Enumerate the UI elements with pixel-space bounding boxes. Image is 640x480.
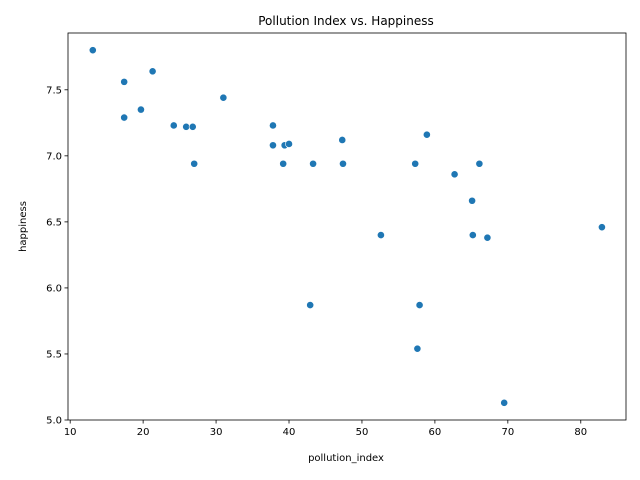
data-point [339,159,347,168]
x-tick-label: 70 [501,427,514,438]
data-point [190,159,199,168]
data-point [269,141,277,150]
y-tick-label: 7.0 [46,151,62,162]
data-point [377,231,385,239]
data-point [169,121,178,130]
y-axis-label: happiness [18,201,29,252]
data-point [188,122,197,131]
x-tick-label: 80 [574,427,587,438]
data-point [219,93,228,102]
data-point [468,196,476,205]
x-tick-label: 50 [356,427,369,438]
data-point [148,67,157,76]
data-point [137,105,145,114]
data-point [306,301,315,309]
data-point [120,113,129,122]
x-axis-label: pollution_index [308,453,384,464]
y-tick-label: 6.0 [46,283,62,294]
data-point [500,398,509,407]
y-tick-label: 6.5 [46,217,62,228]
data-point [598,223,606,232]
y-tick-label: 7.5 [46,85,62,96]
data-point [483,233,492,242]
data-point [309,159,317,168]
chart-title: Pollution Index vs. Happiness [258,14,434,28]
data-point [120,77,129,86]
y-tick-label: 5.5 [46,349,62,360]
data-point [413,344,422,353]
data-point [415,301,424,309]
data-point [285,140,293,148]
x-tick-label: 30 [210,427,223,438]
x-tick-label: 60 [429,427,442,438]
data-point [279,159,288,168]
data-point [182,122,191,131]
data-point [269,121,277,130]
x-tick-label: 20 [137,427,150,438]
data-point [450,170,459,179]
y-tick-label: 5.0 [46,416,62,427]
axes-frame [67,32,627,421]
x-tick-label: 10 [64,427,77,438]
data-point [411,159,420,168]
data-point [88,46,97,55]
data-point [422,130,431,139]
plot-area [88,46,606,407]
data-point [475,159,484,168]
x-axis: 10 20 30 40 50 60 70 80 [64,420,587,438]
data-point [338,136,347,144]
y-axis: 5.0 5.5 6.0 6.5 7.0 7.5 [46,85,68,427]
x-tick-label: 40 [283,427,296,438]
data-point [468,231,477,239]
